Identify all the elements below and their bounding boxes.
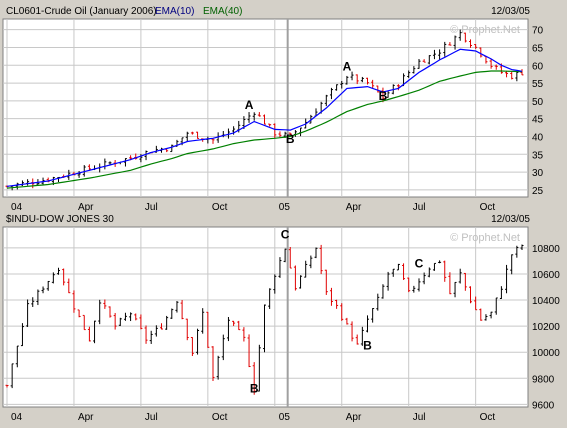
x-tick-label: Apr xyxy=(78,412,94,423)
x-tick-label: 05 xyxy=(279,412,291,423)
y-tick-label: 40 xyxy=(532,132,544,143)
watermark: © Prophet.Net xyxy=(450,232,520,244)
y-tick-label: 60 xyxy=(532,61,544,72)
x-tick-label: 05 xyxy=(279,202,291,213)
y-tick-label: 45 xyxy=(532,115,544,126)
x-tick-label: Jul xyxy=(413,412,426,423)
x-tick-label: Jul xyxy=(145,412,158,423)
y-tick-label: 9800 xyxy=(532,374,555,385)
y-tick-label: 50 xyxy=(532,97,544,108)
x-tick-label: Apr xyxy=(346,412,362,423)
pattern-annotation: C xyxy=(415,256,424,270)
y-tick-label: 10000 xyxy=(532,348,560,359)
y-tick-label: 10400 xyxy=(532,296,560,307)
plot-area xyxy=(2,18,529,198)
x-tick-label: Oct xyxy=(480,202,496,213)
x-tick-label: Apr xyxy=(346,202,362,213)
pattern-annotation: B xyxy=(286,132,295,146)
chart-title: $INDU-DOW JONES 30 xyxy=(6,214,114,225)
price-bars xyxy=(5,244,524,395)
pattern-annotation: C xyxy=(281,228,290,242)
x-tick-label: Jul xyxy=(145,202,158,213)
ema10-line xyxy=(6,48,523,187)
watermark: © Prophet.Net xyxy=(450,24,520,36)
y-tick-label: 10200 xyxy=(532,322,560,333)
pattern-annotation: B xyxy=(363,339,372,353)
y-tick-label: 70 xyxy=(532,26,544,37)
y-tick-label: 65 xyxy=(532,43,544,54)
x-tick-label: Apr xyxy=(78,202,94,213)
ema40-line xyxy=(6,70,523,189)
x-tick-label: Oct xyxy=(480,412,496,423)
x-tick-label: 04 xyxy=(11,412,23,423)
x-tick-label: 04 xyxy=(11,202,23,213)
chart-title: CL0601-Crude Oil (January 2006) xyxy=(6,6,157,17)
y-tick-label: 10600 xyxy=(532,270,560,281)
chart-date: 12/03/05 xyxy=(491,6,530,17)
plot-area xyxy=(2,226,529,408)
legend-entry: EMA(10) xyxy=(155,6,194,17)
y-tick-label: 10800 xyxy=(532,244,560,255)
legend-entry: EMA(40) xyxy=(203,6,242,17)
pattern-annotation: A xyxy=(245,98,254,112)
y-tick-label: 35 xyxy=(532,150,544,161)
y-tick-label: 30 xyxy=(532,168,544,179)
chart-date: 12/03/05 xyxy=(491,214,530,225)
y-tick-label: 9600 xyxy=(532,400,555,411)
pattern-annotation: A xyxy=(343,60,352,74)
pattern-annotation: B xyxy=(379,89,388,103)
y-tick-label: 55 xyxy=(532,79,544,90)
x-tick-label: Oct xyxy=(212,202,228,213)
y-tick-label: 25 xyxy=(532,186,544,197)
x-tick-label: Oct xyxy=(212,412,228,423)
x-tick-label: Jul xyxy=(413,202,426,213)
pattern-annotation: B xyxy=(250,382,259,396)
